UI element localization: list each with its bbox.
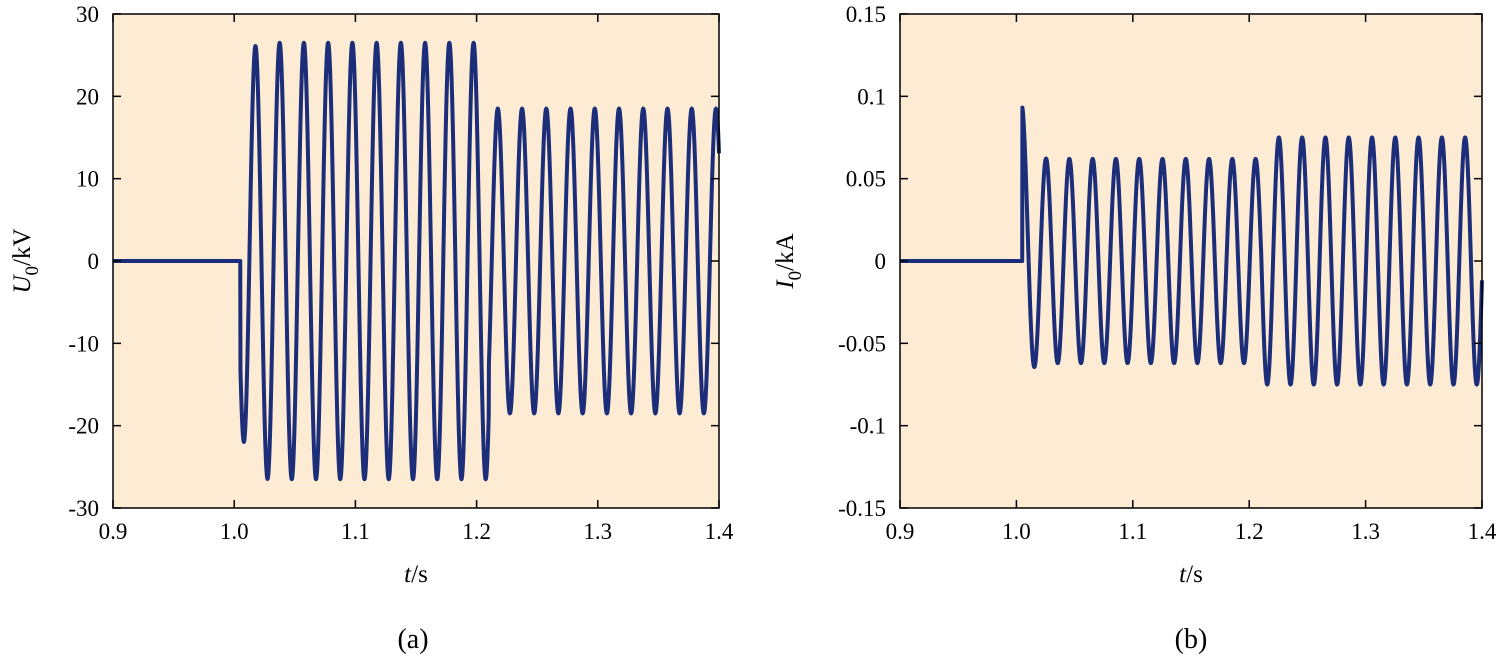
x-tick-label: 1.4 <box>705 519 734 544</box>
x-tick-label: 1.2 <box>1235 519 1264 544</box>
x-tick-label: 0.9 <box>99 519 128 544</box>
y-tick-label: 0.05 <box>846 167 886 192</box>
x-tick-label: 0.9 <box>886 519 915 544</box>
series-line <box>898 105 1484 387</box>
y-tick-label: -30 <box>68 496 99 521</box>
y-tick-label: 0.15 <box>846 2 886 27</box>
y-tick-label: -10 <box>68 331 99 356</box>
series-line <box>111 40 721 482</box>
y-tick-label: 20 <box>76 84 99 109</box>
y-axis-label-unit: /kA <box>772 233 799 271</box>
y-tick-label: -0.15 <box>838 496 886 521</box>
x-axis-label-variable: t <box>404 561 412 588</box>
x-axis-label: t/s <box>1179 561 1203 588</box>
x-tick-label: 1.3 <box>1351 519 1380 544</box>
x-tick-label: 1.0 <box>1002 519 1031 544</box>
panel-label: (b) <box>1175 624 1208 655</box>
y-tick-label: 0.1 <box>857 84 886 109</box>
y-axis-label-unit: /kV <box>9 228 36 266</box>
y-axis-label: U0/kV <box>9 228 43 293</box>
y-tick-label: 10 <box>76 167 99 192</box>
x-axis-label-unit: /s <box>1186 561 1203 588</box>
chart-panel-a: 0.9 1.0 1.1 1.2 1.3 1.4-30-20-100102030t/sU0/… <box>9 2 734 655</box>
y-axis-label-variable: I <box>772 279 799 290</box>
x-axis-label: t/s <box>404 561 428 588</box>
y-tick-label: 0 <box>88 249 100 274</box>
y-tick-label: 0 <box>875 249 887 274</box>
y-axis-label-variable: U <box>9 274 36 294</box>
y-axis-label: I0/kA <box>772 233 806 289</box>
y-tick-label: 30 <box>76 2 99 27</box>
x-tick-label: 1.3 <box>583 519 612 544</box>
y-tick-label: -0.05 <box>838 331 886 356</box>
chart-panel-b: 0.9 1.0 1.1 1.2 1.3 1.4 -0.15 -0.1 -0.05 0 0.05 0.1… <box>772 2 1497 655</box>
x-axis-label-variable: t <box>1179 561 1187 588</box>
y-axis-label-subscript: 0 <box>785 271 806 281</box>
panel-label: (a) <box>397 624 428 655</box>
x-tick-label: 1.0 <box>220 519 249 544</box>
y-axis-label-subscript: 0 <box>22 266 43 276</box>
y-tick-label: -20 <box>68 414 99 439</box>
x-tick-label: 1.1 <box>341 519 370 544</box>
y-tick-label: -0.1 <box>850 414 886 439</box>
x-tick-label: 1.1 <box>1118 519 1147 544</box>
x-tick-label: 1.2 <box>462 519 491 544</box>
x-tick-label: 1.4 <box>1468 519 1497 544</box>
x-axis-label-unit: /s <box>411 561 428 588</box>
